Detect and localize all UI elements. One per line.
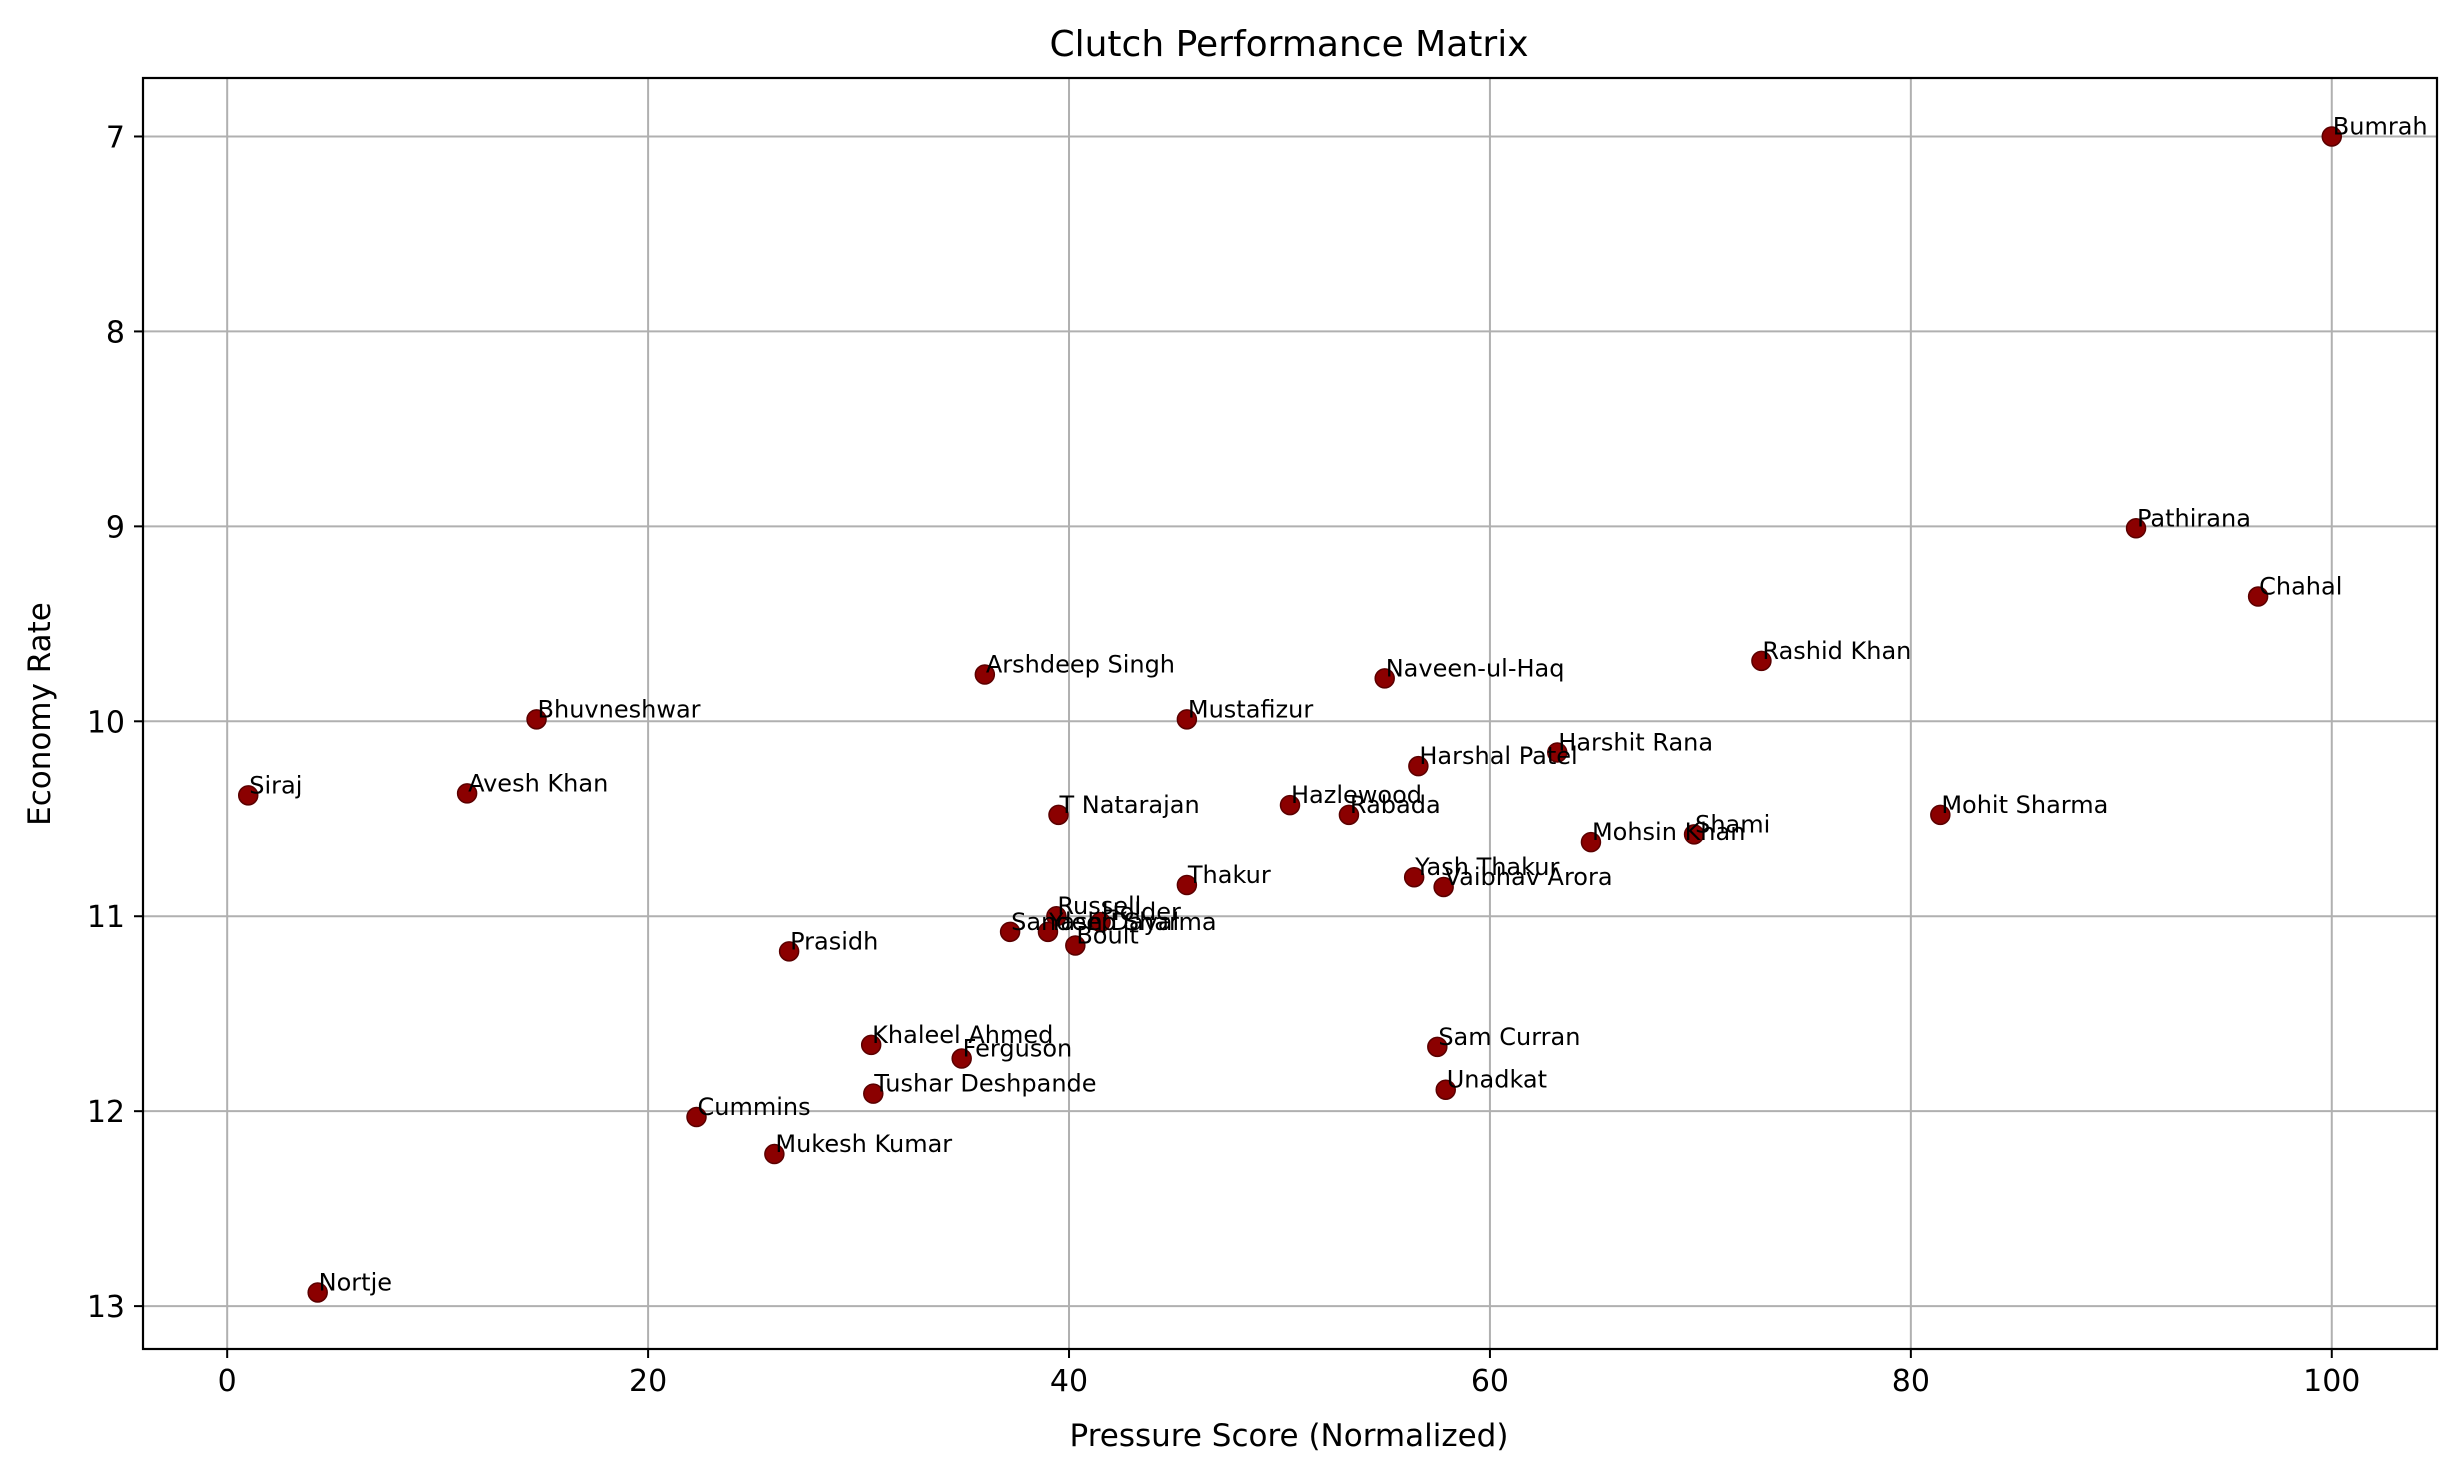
point-label: Harshal Patel xyxy=(1419,742,1577,770)
scatter-point xyxy=(1408,755,1429,777)
scatter-point xyxy=(1374,668,1395,689)
axis-ticks: 0 20 40 60 80 100 7 8 9 10 11 12 13 xyxy=(87,120,2361,1399)
scatter-point xyxy=(1930,804,1951,826)
scatter-point xyxy=(2247,586,2269,607)
point-label: Boult xyxy=(1076,921,1138,949)
scatter-point xyxy=(778,941,800,962)
scatter-point xyxy=(1435,1079,1456,1100)
scatter-point xyxy=(237,785,259,806)
point-label: Prasidh xyxy=(790,927,878,955)
point-label: Siraj xyxy=(249,771,302,799)
x-tick-label: 80 xyxy=(1892,1364,1930,1399)
scatter-point xyxy=(999,921,1021,943)
scatter-point xyxy=(2125,518,2147,539)
scatter-point xyxy=(1683,824,1705,845)
point-label: Mustafizur xyxy=(1188,695,1313,723)
scatter-point xyxy=(1547,742,1568,763)
scatter-point xyxy=(1279,794,1301,816)
x-tick-label: 60 xyxy=(1471,1364,1509,1399)
x-tick-label: 20 xyxy=(629,1364,667,1399)
scatter-point xyxy=(764,1143,785,1165)
y-tick-label: 13 xyxy=(87,1290,125,1325)
point-label: Tushar Deshpande xyxy=(873,1070,1096,1098)
point-label: Mohit Sharma xyxy=(1941,791,2108,819)
scatter-point xyxy=(2321,126,2343,147)
point-label: Pathirana xyxy=(2137,504,2251,532)
point-label: Thakur xyxy=(1187,861,1271,889)
scatter-point xyxy=(1427,1036,1448,1058)
scatter-point xyxy=(456,783,478,804)
y-tick-label: 8 xyxy=(106,315,125,350)
point-labels: Bumrah Pathirana Chahal Rashid Khan Mohit Sh… xyxy=(249,112,2427,1296)
scatter-point xyxy=(1176,874,1198,896)
point-label: Nortje xyxy=(319,1268,392,1296)
scatter-point xyxy=(974,664,996,685)
point-label: Yash Thakur xyxy=(1414,853,1559,881)
x-tick-label: 100 xyxy=(2303,1364,2360,1399)
point-label: Bumrah xyxy=(2333,112,2428,140)
y-axis-label: Economy Rate xyxy=(22,602,58,826)
point-label: Ferguson xyxy=(963,1035,1073,1063)
point-label: Russell xyxy=(1057,892,1141,920)
y-tick-label: 11 xyxy=(87,900,125,935)
point-label: Rabada xyxy=(1350,791,1441,819)
scatter-point xyxy=(1046,905,1067,927)
scatter-point xyxy=(1176,709,1198,730)
point-label: Bhuvneshwar xyxy=(538,695,701,723)
point-label: Yash Dayal xyxy=(1048,908,1179,936)
point-label: Hazlewood xyxy=(1291,781,1422,809)
point-label: Mohsin Khan xyxy=(1592,818,1745,846)
scatter-point xyxy=(860,1034,882,1056)
x-tick-label: 0 xyxy=(218,1364,237,1399)
x-axis-label: Pressure Score (Normalized) xyxy=(1070,1418,1509,1454)
point-label: Sam Curran xyxy=(1438,1023,1580,1051)
scatter-point xyxy=(1048,804,1069,826)
chart-title: Clutch Performance Matrix xyxy=(1049,24,1528,65)
scatter-point xyxy=(686,1106,707,1128)
point-label: Vaibhav Arora xyxy=(1445,863,1613,891)
point-label: Mukesh Kumar xyxy=(775,1130,952,1158)
point-label: Sandeep Sharma xyxy=(1011,908,1216,936)
y-tick-label: 10 xyxy=(87,705,125,740)
point-label: Unadkat xyxy=(1447,1066,1547,1094)
y-tick-label: 7 xyxy=(106,120,125,155)
scatter-point xyxy=(1433,876,1454,898)
scatter-point xyxy=(1403,866,1425,888)
scatter-point xyxy=(307,1282,328,1303)
y-tick-label: 9 xyxy=(106,510,125,545)
data-points xyxy=(237,126,2343,1303)
point-label: Arshdeep Singh xyxy=(986,651,1175,679)
scatter-point xyxy=(1037,921,1059,943)
scatter-point xyxy=(863,1083,884,1104)
point-label: Holder xyxy=(1102,898,1181,926)
point-label: Shami xyxy=(1695,810,1770,838)
point-label: Khaleel Ahmed xyxy=(872,1021,1053,1049)
point-label: Cummins xyxy=(698,1093,811,1121)
scatter-point xyxy=(1751,650,1772,672)
scatter-point xyxy=(1580,831,1602,853)
point-label: Rashid Khan xyxy=(1762,637,1911,665)
scatter-point xyxy=(526,709,547,730)
scatter-point xyxy=(951,1048,972,1069)
point-label: Avesh Khan xyxy=(468,769,608,797)
y-tick-label: 12 xyxy=(87,1095,125,1130)
scatter-point xyxy=(1090,911,1111,933)
point-label: Naveen-ul-Haq xyxy=(1386,654,1565,682)
plot-frame xyxy=(141,76,2439,1351)
x-tick-label: 40 xyxy=(1050,1364,1088,1399)
scatter-point xyxy=(1065,935,1086,956)
point-label: T Natarajan xyxy=(1058,791,1199,819)
point-label: Harshit Rana xyxy=(1558,728,1713,756)
grid-lines xyxy=(143,78,2437,1349)
point-label: Chahal xyxy=(2259,573,2342,601)
scatter-point xyxy=(1338,804,1360,826)
